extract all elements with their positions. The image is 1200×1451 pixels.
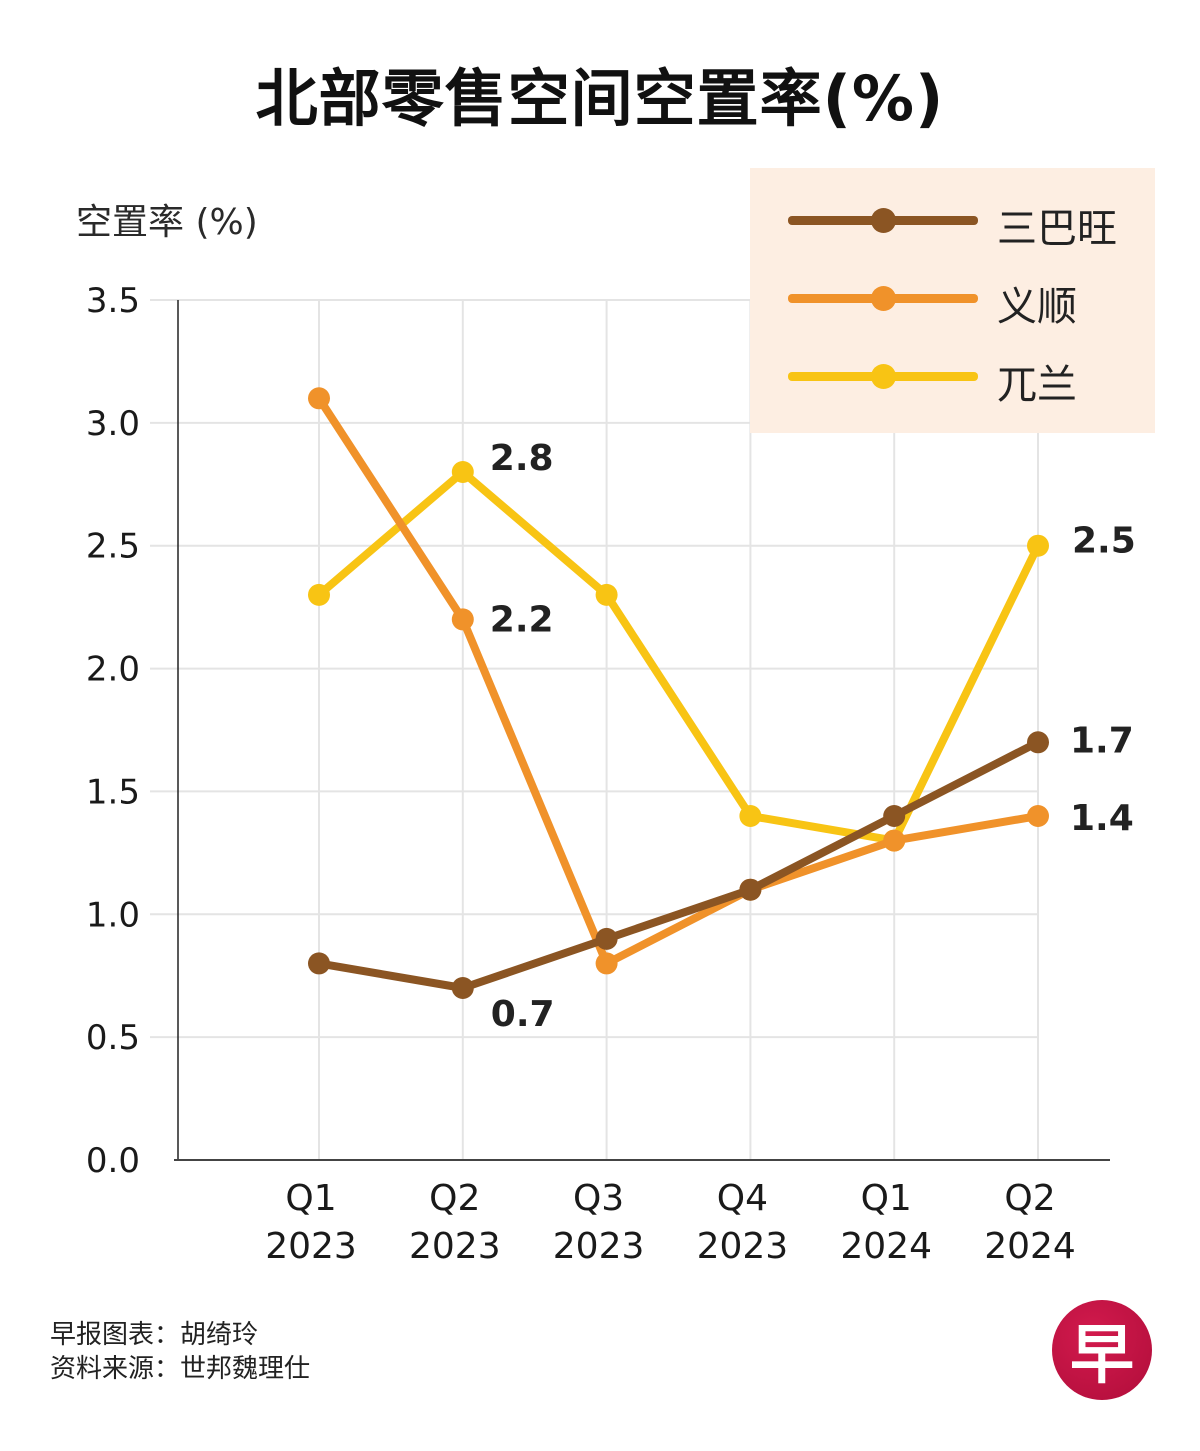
legend: 三巴旺 义顺 兀兰 bbox=[750, 168, 1155, 433]
graphic-credit: 早报图表：胡绮玲 bbox=[50, 1320, 259, 1350]
series-lines bbox=[308, 387, 1049, 999]
data-point-三巴旺 bbox=[451, 977, 474, 999]
x-tick-label-year: 2023 bbox=[553, 1226, 645, 1267]
data-label: 2.5 bbox=[1072, 521, 1136, 562]
legend-marker-woodlands bbox=[871, 364, 896, 389]
axes bbox=[174, 300, 1110, 1161]
data-point-三巴旺 bbox=[595, 927, 618, 950]
y-tick-labels: 0.0 0.5 1.0 1.5 2.0 2.5 3.0 3.5 bbox=[86, 281, 140, 1181]
x-tick-labels: Q1 2023 Q2 2023 Q3 2023 Q4 2023 Q1 2024 Q2 2024 bbox=[265, 1178, 1076, 1267]
data-point-义顺 bbox=[308, 387, 330, 410]
data-point-义顺 bbox=[883, 829, 906, 852]
y-tick-label: 1.0 bbox=[86, 895, 140, 935]
legend-label: 义顺 bbox=[997, 284, 1077, 330]
data-point-义顺 bbox=[595, 952, 618, 975]
legend-label: 三巴旺 bbox=[997, 206, 1117, 252]
x-tick-label-year: 2023 bbox=[409, 1226, 501, 1267]
y-tick-label: 0.5 bbox=[86, 1018, 140, 1058]
y-tick-label: 2.5 bbox=[86, 527, 140, 567]
data-point-兀兰 bbox=[1027, 534, 1049, 557]
y-tick-label: 3.5 bbox=[86, 281, 140, 321]
x-tick-label-year: 2024 bbox=[840, 1226, 932, 1267]
data-label: 2.2 bbox=[490, 599, 554, 640]
x-tick-label-quarter: Q2 bbox=[1004, 1178, 1055, 1219]
zaobao-logo-icon: 早 bbox=[1052, 1300, 1152, 1400]
y-axis-label: 空置率 (%) bbox=[76, 202, 258, 243]
data-point-三巴旺 bbox=[883, 805, 906, 827]
legend-item-sembawang: 三巴旺 bbox=[750, 190, 1155, 252]
data-point-义顺 bbox=[451, 608, 474, 631]
data-label: 0.7 bbox=[491, 994, 555, 1035]
legend-item-woodlands: 兀兰 bbox=[750, 346, 1155, 408]
x-tick-label-year: 2024 bbox=[984, 1226, 1076, 1267]
y-tick-label: 0.0 bbox=[86, 1141, 140, 1181]
legend-item-yishun: 义顺 bbox=[750, 268, 1155, 330]
data-point-兀兰 bbox=[451, 461, 474, 483]
data-label: 1.7 bbox=[1070, 720, 1134, 761]
data-point-兀兰 bbox=[595, 583, 618, 606]
y-tick-label: 2.0 bbox=[86, 650, 140, 690]
x-tick-label-year: 2023 bbox=[265, 1226, 357, 1267]
data-point-三巴旺 bbox=[739, 878, 762, 901]
data-labels: 0.7 1.7 2.2 1.4 2.8 2.5 bbox=[490, 438, 1136, 1035]
data-point-义顺 bbox=[1027, 805, 1049, 827]
data-point-三巴旺 bbox=[308, 952, 330, 975]
data-point-三巴旺 bbox=[1027, 731, 1049, 754]
legend-marker-sembawang bbox=[871, 208, 896, 233]
x-tick-label-quarter: Q1 bbox=[285, 1178, 336, 1219]
data-label: 2.8 bbox=[490, 438, 554, 479]
x-tick-label-year: 2023 bbox=[697, 1226, 789, 1267]
data-label: 1.4 bbox=[1070, 798, 1134, 839]
series-line-义顺 bbox=[315, 394, 1042, 968]
x-tick-label-quarter: Q2 bbox=[429, 1178, 480, 1219]
legend-marker-yishun bbox=[871, 286, 896, 311]
data-point-兀兰 bbox=[739, 805, 762, 827]
x-tick-label-quarter: Q3 bbox=[573, 1178, 624, 1219]
data-point-兀兰 bbox=[308, 583, 330, 606]
series-line-兀兰 bbox=[315, 468, 1042, 845]
chart-title: 北部零售空间空置率(%) bbox=[255, 62, 945, 135]
x-tick-label-quarter: Q1 bbox=[861, 1178, 912, 1219]
legend-label: 兀兰 bbox=[997, 362, 1077, 408]
line-chart: 0.0 0.5 1.0 1.5 2.0 2.5 3.0 3.5 Q1 2023 Q2 2023 Q3 2… bbox=[86, 281, 1136, 1267]
x-tick-label-quarter: Q4 bbox=[717, 1178, 768, 1219]
data-source: 资料来源：世邦魏理仕 bbox=[50, 1354, 311, 1384]
series-line-三巴旺 bbox=[315, 738, 1042, 992]
y-tick-label: 3.0 bbox=[86, 404, 140, 444]
y-tick-label: 1.5 bbox=[86, 772, 140, 812]
footer: 早报图表：胡绮玲 资料来源：世邦魏理仕 bbox=[50, 1318, 310, 1386]
